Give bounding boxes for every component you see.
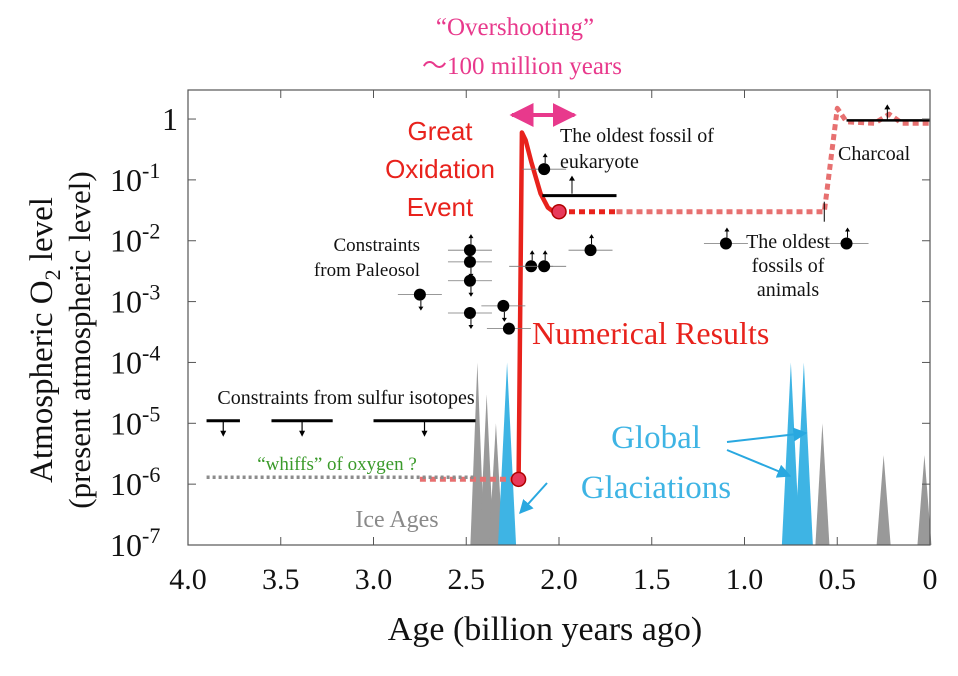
constraint-point: [497, 299, 510, 312]
data-layer: [206, 103, 930, 488]
background-layer: [470, 362, 932, 545]
y-tick-label: 10-3: [110, 280, 160, 320]
x-tick-label: 2.0: [540, 563, 578, 596]
ice-age-spike: [876, 455, 891, 545]
constraint-point: [463, 306, 476, 319]
glaciation-pointer-3: [726, 449, 792, 478]
ice-age-spike: [479, 394, 494, 545]
down-arrow-head: [468, 292, 474, 297]
charcoal-arrow-head: [884, 104, 891, 110]
up-arrow-head: [529, 250, 535, 255]
sulfur-arrow-head: [299, 430, 306, 437]
constraint-point: [463, 244, 476, 257]
series-line-2: [616, 105, 930, 215]
eukaryote-label: The oldest fossil of eukaryote: [560, 125, 714, 173]
sulfur-arrow-head: [421, 430, 428, 437]
global-glaciations-label: Global Glaciations: [581, 420, 731, 506]
eukaryote-arrow-head: [568, 175, 575, 181]
glaciation-pointer-1: [519, 482, 548, 515]
up-arrow-head: [724, 227, 730, 232]
chart-subtitle: ～100 million years: [422, 53, 622, 80]
y-tick-label: 10-6: [110, 462, 160, 502]
x-tick-label: 1.5: [633, 563, 671, 596]
glaciation-pointer-2: [726, 427, 808, 443]
ice-age-spike: [917, 455, 932, 545]
paleosol-label: Constraints from Paleosol: [314, 235, 420, 281]
axes-layer: 4.0 3.5 3.0 2.5 2.0 1.5 1.0 0.5 0 110-1 10-2 10-3 10…: [110, 89, 938, 596]
x-tick-label: 1.0: [726, 563, 764, 596]
up-arrow-head: [845, 227, 851, 232]
x-tick-label: 2.5: [448, 563, 486, 596]
constraint-point: [719, 237, 732, 250]
animals-label: The oldest fossils of animals: [746, 231, 830, 301]
y-tick-label: 10-1: [110, 158, 160, 198]
constraint-point: [463, 274, 476, 287]
x-axis-label: Age (billion years ago): [388, 611, 702, 648]
y-tick-label: 1: [162, 101, 178, 137]
glaciation-spike: [498, 362, 517, 545]
constraint-point: [538, 260, 551, 273]
ice-ages-label: Ice Ages: [355, 507, 438, 533]
numerical-results-label: Numerical Results: [532, 315, 769, 351]
ice-age-spike: [815, 423, 830, 545]
x-tick-label: 0: [923, 563, 938, 596]
constraint-point: [413, 288, 426, 301]
y-axis-label-line2: (present atmospheric level): [62, 171, 97, 508]
charcoal-label: Charcoal: [838, 143, 911, 165]
up-arrow-head: [589, 234, 595, 239]
constraint-point: [538, 163, 551, 176]
glaciation-spike: [794, 362, 813, 545]
y-tick-label: 10-2: [110, 219, 160, 259]
x-tick-label: 3.0: [355, 563, 393, 596]
model-marker-1: [551, 203, 567, 220]
up-arrow-head: [542, 250, 548, 255]
y-axis-label-sub: 2: [40, 269, 65, 280]
x-tick-label: 3.5: [262, 563, 300, 596]
y-axis-label-tail: level: [24, 197, 60, 269]
down-arrow-head: [468, 324, 474, 329]
ice-age-spike: [470, 362, 485, 545]
sulfur-label: Constraints from sulfur isotopes: [217, 387, 474, 409]
great-oxidation-label: Great Oxidation Event: [385, 116, 495, 222]
constraint-point: [584, 244, 597, 257]
constraint-point: [463, 255, 476, 268]
down-arrow-head: [501, 317, 507, 322]
model-marker-0: [510, 471, 527, 488]
chart-title: “Overshooting”: [436, 14, 594, 41]
y-tick-label: 10-4: [110, 340, 160, 380]
y-axis-label-main: Atmospheric O: [24, 280, 60, 483]
ice-age-spike: [488, 423, 503, 545]
y-tick-label: 10-7: [110, 523, 160, 563]
y-tick-label: 10-5: [110, 401, 160, 441]
glaciation-spike: [781, 362, 800, 545]
x-tick-label: 0.5: [819, 563, 857, 596]
down-arrow-head: [418, 306, 424, 311]
sulfur-arrow-head: [220, 430, 227, 437]
y-axis-label: Atmospheric O2 level: [24, 197, 65, 483]
constraint-point: [502, 322, 515, 335]
up-arrow-head: [542, 153, 548, 158]
annotation-layer: Great Oxidation Event Numerical Results The …: [217, 116, 910, 533]
x-tick-label: 4.0: [169, 563, 207, 596]
whiffs-label: “whiffs” of oxygen ?: [257, 454, 417, 475]
up-arrow-head: [468, 234, 474, 239]
constraint-point: [840, 237, 853, 250]
